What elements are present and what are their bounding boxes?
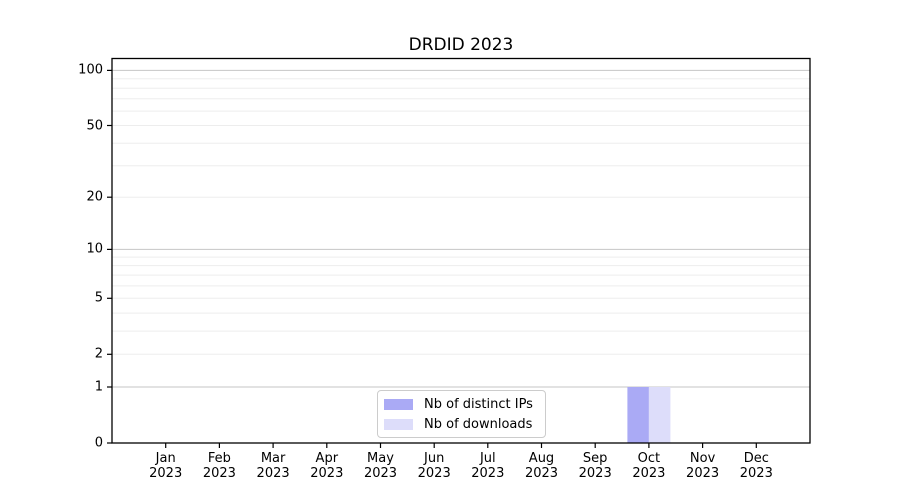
month-label: Nov [689,451,716,466]
year-label: 2023 [310,466,344,481]
x-tick-label-jan: Jan 2023 [149,451,182,481]
x-tick-label-apr: Apr 2023 [310,451,343,481]
month-label: Sep [582,451,608,466]
legend-swatch-distinct-ips [384,398,413,410]
axis-spines [111,57,811,444]
year-label: 2023 [256,466,290,481]
x-tick-label-sep: Sep 2023 [579,451,612,481]
legend-label-downloads: Nb of downloads [424,416,533,432]
month-label: Oct [637,451,661,466]
month-label: Feb [207,451,231,466]
year-label: 2023 [471,466,505,481]
y-tick-label: 50 [86,118,103,133]
x-tick-label-nov: Nov 2023 [686,451,719,481]
x-tick-label-jul: Jul 2023 [471,451,504,481]
x-tick-label-feb: Feb 2023 [203,451,236,481]
y-tick-label: 1 [94,379,103,395]
x-tick-label-mar: Mar 2023 [257,451,290,481]
y-tick-label: 10 [86,241,103,257]
legend: Nb of distinct IPs Nb of downloads [377,390,546,438]
month-label: Dec [743,451,769,466]
legend-item-distinct-ips: Nb of distinct IPs [384,395,533,413]
year-label: 2023 [202,466,236,481]
month-label: May [367,451,394,466]
legend-swatch-downloads [384,418,413,430]
y-tick-label: 20 [86,189,103,205]
year-label: 2023 [524,466,559,481]
y-tick-label: 100 [78,62,103,78]
x-tick-label-dec: Dec 2023 [740,451,773,481]
x-tick-label-oct: Oct 2023 [632,451,665,481]
y-tick-label: 2 [94,346,103,362]
month-label: Jun [424,451,445,466]
bar-downloads-oct [648,387,671,443]
month-label: Mar [260,451,286,466]
legend-item-downloads: Nb of downloads [384,415,533,433]
x-tick-label-jun: Jun 2023 [418,451,451,481]
month-label: Jul [479,451,496,466]
year-label: 2023 [686,466,720,481]
x-tick-label-may: May 2023 [364,451,397,481]
year-label: 2023 [632,466,666,481]
month-label: Apr [315,451,339,466]
year-label: 2023 [363,466,398,481]
y-tick-label: 0 [94,435,103,451]
month-label: Jan [155,451,176,466]
x-tick-label-aug: Aug 2023 [525,451,558,481]
y-tick-label: 5 [94,290,103,306]
year-label: 2023 [739,466,773,481]
month-label: Aug [528,451,555,466]
chart-title: DRDID 2023 [408,35,514,55]
year-label: 2023 [149,466,183,481]
legend-label-distinct-ips: Nb of distinct IPs [424,396,533,412]
bar-distinct-ips-oct [627,387,649,443]
year-label: 2023 [417,466,451,481]
year-label: 2023 [578,466,612,481]
